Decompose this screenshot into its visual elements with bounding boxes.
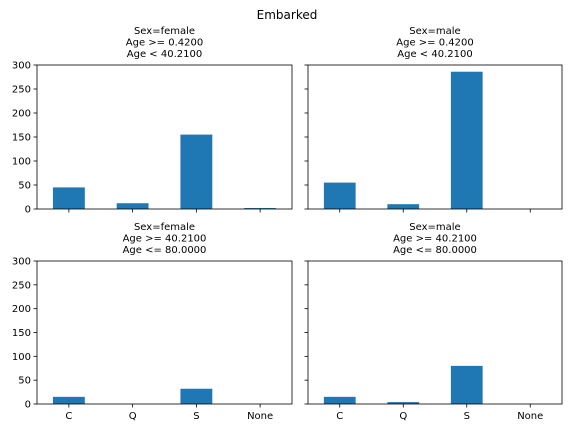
bar-q [387,402,420,404]
x-tick-label: None [247,411,273,422]
y-tick-label: 250 [12,280,31,291]
subplot-title-line: Sex=male [409,26,460,37]
subplot-title-line: Age >= 0.4200 [126,38,203,49]
axes-frame [36,260,293,405]
y-tick-label: 200 [12,109,31,120]
bar-c [323,396,356,404]
y-tick-label: 100 [12,352,31,363]
x-tick-label: None [517,411,543,422]
bar-none [244,208,277,209]
bar-s [450,71,483,209]
bar-s [180,388,213,404]
bar-c [52,396,85,404]
subplot-title-line: Sex=female [134,222,195,233]
subplot-title-line: Age < 40.2100 [127,49,202,60]
bar-c [323,182,356,209]
subplot-title-line: Sex=female [134,26,195,37]
figure-title: Embarked [257,8,318,22]
subplot-title-line: Age <= 80.0000 [123,245,207,256]
subplot-title-line: Age < 40.2100 [397,49,472,60]
y-tick-label: 200 [12,304,31,315]
bar-s [450,365,483,404]
x-tick-label: Q [399,411,407,422]
subplot-title-line: Sex=male [409,222,460,233]
subplot-title-line: Age >= 0.4200 [396,38,473,49]
y-tick-label: 0 [25,400,31,411]
bar-c [52,187,85,209]
y-tick-label: 50 [18,376,31,387]
bar-s [180,134,213,209]
x-tick-label: S [193,411,199,422]
bar-q [387,204,420,209]
subplot-title-line: Age <= 80.0000 [393,245,477,256]
y-tick-label: 300 [12,61,31,72]
x-tick-label: C [65,411,72,422]
y-tick-label: 50 [18,181,31,192]
subplot-title-line: Age >= 40.2100 [393,234,477,245]
y-tick-label: 100 [12,157,31,168]
subplot-title-line: Age >= 40.2100 [123,234,207,245]
x-tick-label: C [336,411,343,422]
y-tick-label: 150 [12,328,31,339]
axes-frame [307,260,563,405]
y-tick-label: 150 [12,133,31,144]
x-tick-label: Q [129,411,137,422]
y-tick-label: 250 [12,85,31,96]
y-tick-label: 0 [25,205,31,216]
x-tick-label: S [464,411,470,422]
y-tick-label: 300 [12,257,31,268]
bar-q [116,203,149,209]
